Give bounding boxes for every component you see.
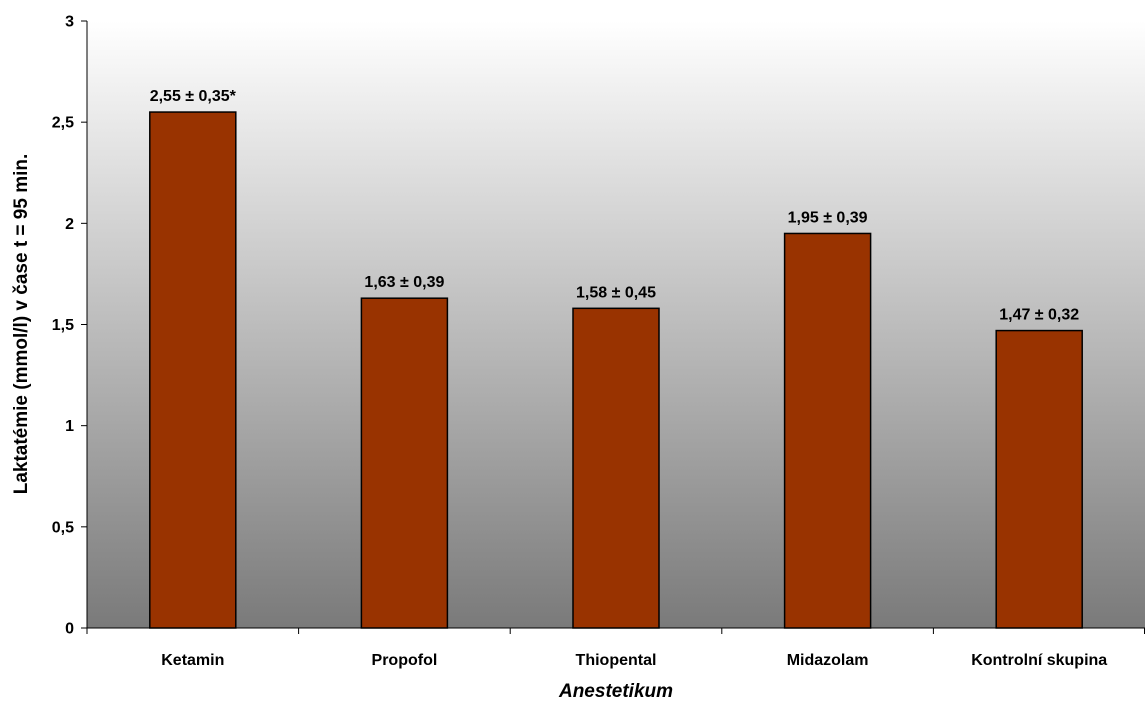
data-label: 2,55 ± 0,35* bbox=[150, 88, 237, 105]
bar bbox=[572, 307, 660, 629]
x-tick-label: Propofol bbox=[372, 652, 438, 669]
bar bbox=[360, 297, 449, 629]
x-tick-label: Midazolam bbox=[787, 652, 869, 669]
bar bbox=[149, 111, 237, 629]
data-label: 1,47 ± 0,32 bbox=[999, 307, 1079, 324]
y-tick-label: 1 bbox=[65, 418, 74, 435]
y-tick-label: 2,5 bbox=[52, 115, 74, 132]
y-tick-label: 2 bbox=[65, 216, 74, 233]
x-tick-label: Kontrolní skupina bbox=[971, 652, 1107, 669]
x-axis-title: Anestetikum bbox=[558, 681, 673, 702]
x-tick-label: Ketamin bbox=[161, 652, 224, 669]
bar bbox=[783, 232, 872, 629]
y-tick-label: 1,5 bbox=[52, 317, 74, 334]
data-label: 1,95 ± 0,39 bbox=[788, 209, 868, 226]
data-label: 1,58 ± 0,45 bbox=[576, 284, 656, 301]
y-tick-label: 0 bbox=[65, 621, 74, 638]
y-tick-label: 3 bbox=[65, 14, 74, 31]
y-axis-title: Laktatémie (mmol/l) v čase t = 95 min. bbox=[11, 154, 32, 495]
bar bbox=[995, 329, 1083, 629]
x-tick-label: Thiopental bbox=[576, 652, 657, 669]
data-label: 1,63 ± 0,39 bbox=[364, 274, 444, 291]
y-tick-label: 0,5 bbox=[52, 519, 74, 536]
